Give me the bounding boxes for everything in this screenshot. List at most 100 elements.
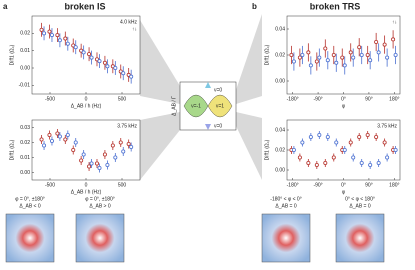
data-point xyxy=(331,155,336,160)
data-point xyxy=(323,160,328,165)
data-point xyxy=(323,46,328,51)
data-point xyxy=(81,50,86,55)
inset-label: ν=0 xyxy=(214,123,222,129)
panel-title: broken IS xyxy=(64,1,105,11)
data-point xyxy=(314,59,319,64)
data-point xyxy=(39,137,44,142)
zoom-cone xyxy=(236,112,262,180)
plot-frame xyxy=(31,15,141,95)
caption: Δ_AB = 0 xyxy=(349,203,370,209)
data-point xyxy=(121,149,126,154)
y-tick-label: 0.00 xyxy=(275,78,285,84)
annotation: ↑↓ xyxy=(392,19,397,25)
data-point xyxy=(89,161,94,166)
inset-y-label: Δ_AB / Γ xyxy=(171,96,177,116)
y-axis-label: Diff1 (Ω₀) xyxy=(9,139,15,160)
data-point xyxy=(129,144,134,149)
x-tick-label: -90° xyxy=(313,182,322,188)
y-tick-label: 0.01 xyxy=(20,155,30,161)
data-point xyxy=(81,152,86,157)
data-point xyxy=(102,152,107,157)
data-point xyxy=(342,147,347,152)
caption: φ = 0°, ±180° xyxy=(15,196,45,202)
data-point xyxy=(317,55,322,60)
caption: Δ_AB = 0 xyxy=(275,203,296,209)
annotation: ↑↓ xyxy=(132,26,137,32)
data-point xyxy=(393,53,398,58)
data-point xyxy=(49,33,54,38)
caption: -180° < φ < 0° xyxy=(270,196,301,202)
data-point xyxy=(57,38,62,43)
y-axis-label: Diff1 (Ω₀) xyxy=(9,44,15,65)
data-point xyxy=(385,155,390,160)
data-point xyxy=(376,160,381,165)
data-point xyxy=(47,29,52,34)
data-point xyxy=(39,27,44,32)
data-point xyxy=(393,147,398,152)
panel-title: broken TRS xyxy=(310,1,361,11)
data-point xyxy=(325,58,330,63)
images xyxy=(5,213,385,263)
x-tick-label: 0 xyxy=(85,182,88,188)
caption: φ = 0°, ±180° xyxy=(85,196,115,202)
data-point xyxy=(42,143,47,148)
data-point xyxy=(334,140,339,145)
data-point xyxy=(105,162,110,167)
caption: Δ_AB > 0 xyxy=(89,203,110,209)
y-tick-label: 0.02 xyxy=(20,140,30,146)
x-axis-label: Δ_AB / h (Hz) xyxy=(71,189,102,195)
x-tick-label: 90° xyxy=(365,96,373,102)
inset-label: ν=-1 xyxy=(191,103,201,109)
data-point xyxy=(113,66,118,71)
panel-letter: b xyxy=(252,2,257,11)
data-point xyxy=(110,143,115,148)
caption: Δ_AB < 0 xyxy=(19,203,40,209)
x-tick-label: 0 xyxy=(85,96,88,102)
data-point xyxy=(359,160,364,165)
data-point xyxy=(55,131,60,136)
inset-label: ν=1 xyxy=(216,103,224,109)
data-point xyxy=(359,53,364,58)
data-point xyxy=(65,132,70,137)
data-point xyxy=(291,147,296,152)
annotation: 3.75 kHz xyxy=(117,123,137,129)
y-tick-label: 0.02 xyxy=(275,52,285,58)
data-point xyxy=(317,132,322,137)
y-tick-label: 0.04 xyxy=(275,127,285,133)
data-point xyxy=(129,74,134,79)
data-point xyxy=(382,140,387,145)
data-point xyxy=(126,141,131,146)
data-point xyxy=(351,55,356,60)
data-point xyxy=(49,138,54,143)
data-point xyxy=(308,134,313,139)
data-point xyxy=(348,50,353,55)
x-tick-label: 180° xyxy=(389,182,399,188)
data-point xyxy=(42,31,47,36)
zoom-cone xyxy=(140,112,180,180)
data-point xyxy=(73,45,78,50)
data-point xyxy=(97,165,102,170)
data-point xyxy=(297,55,302,60)
data-point xyxy=(334,60,339,65)
x-tick-label: -180° xyxy=(287,96,299,102)
data-point xyxy=(55,33,60,38)
panel-letter: a xyxy=(3,2,8,11)
data-point xyxy=(113,155,118,160)
x-tick-label: -180° xyxy=(287,182,299,188)
annotation: 3.75 kHz xyxy=(377,123,397,129)
data-point xyxy=(102,60,107,65)
data-point xyxy=(87,52,92,57)
data-point xyxy=(308,63,313,68)
data-point xyxy=(79,158,84,163)
y-tick-label: 0.00 xyxy=(275,167,285,173)
data-point xyxy=(368,162,373,167)
x-tick-label: 0° xyxy=(341,182,346,188)
annotation: 4.0 kHz xyxy=(120,19,137,25)
inset: Δ_AB / Γ ν=0 ν=-1 ν=1 ν=0 xyxy=(171,81,237,131)
zoom-cone xyxy=(140,20,180,104)
data-point xyxy=(357,134,362,139)
y-tick-label: 0.04 xyxy=(275,26,285,32)
data-point xyxy=(351,155,356,160)
data-point xyxy=(47,132,52,137)
